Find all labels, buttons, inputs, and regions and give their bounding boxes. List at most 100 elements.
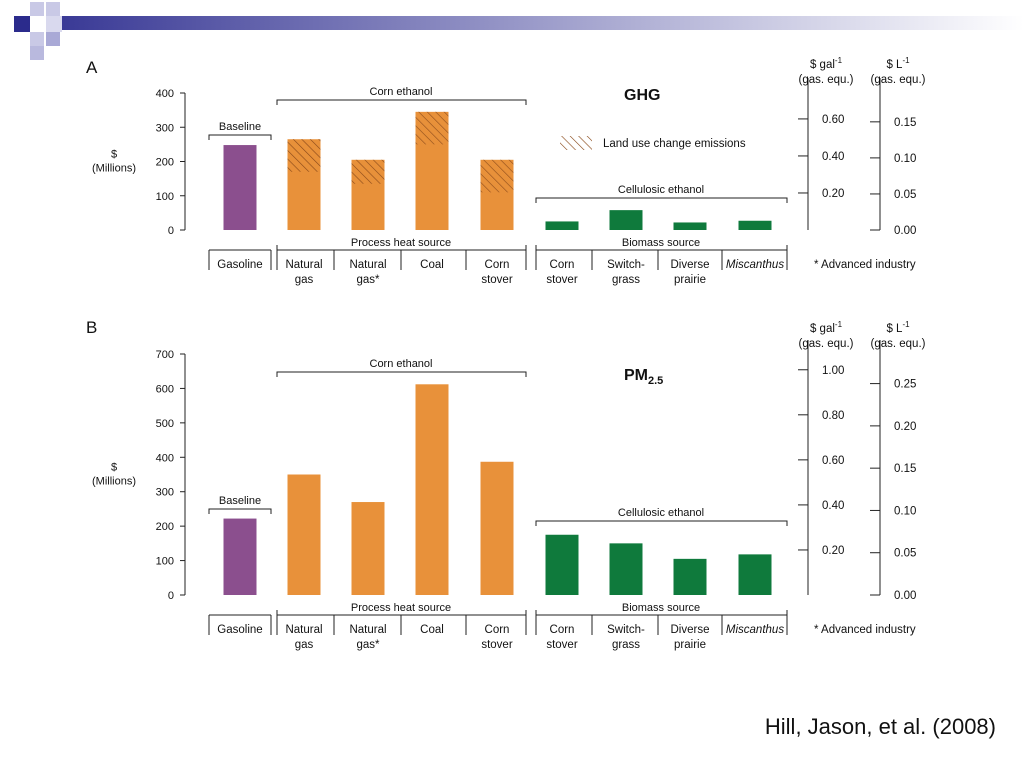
bar-4	[480, 461, 514, 595]
right-axis-tick-label-1: 0.05	[894, 548, 916, 560]
category-label-4: Corn	[485, 259, 510, 271]
bar-6	[609, 543, 643, 595]
corn-ethanol-bracket	[276, 371, 527, 377]
category-label-5: stover	[546, 639, 577, 651]
category-label-8: Miscanthus	[726, 259, 784, 271]
baseline-label: Baseline	[219, 121, 261, 133]
right-axis-tick-label-0: 0.40	[822, 500, 844, 512]
category-label-5: Corn	[550, 624, 575, 636]
right-axis-sublabel-1: (gas. equ.)	[871, 338, 926, 350]
category-label-7: Diverse	[671, 624, 710, 636]
panel-label-A: A	[86, 58, 98, 77]
y-tick-label: 400	[156, 452, 174, 464]
y-axis-label: (Millions)	[92, 476, 136, 488]
y-tick-label: 600	[156, 383, 174, 395]
bar-7	[673, 222, 707, 230]
land-use-segment-3	[415, 111, 449, 145]
category-label-6: grass	[612, 639, 640, 651]
slide-corner-decoration	[14, 2, 1024, 60]
category-label-2: Natural	[349, 259, 386, 271]
right-axis-tick-label-0: 0.20	[822, 545, 844, 557]
category-label-6: Switch-	[607, 259, 645, 271]
y-tick-label: 700	[156, 349, 174, 361]
bar-8	[738, 220, 772, 230]
footnote-advanced-industry: * Advanced industry	[814, 259, 916, 271]
cellulosic-ethanol-label: Cellulosic ethanol	[618, 184, 704, 196]
cellulosic-ethanol-label: Cellulosic ethanol	[618, 507, 704, 519]
corn-ethanol-label: Corn ethanol	[370, 358, 433, 370]
bar-5	[545, 534, 579, 595]
y-tick-label: 500	[156, 418, 174, 430]
footnote-advanced-industry: * Advanced industry	[814, 624, 916, 636]
baseline-bracket	[208, 134, 272, 140]
right-axis-tick-label-0: 1.00	[822, 365, 844, 377]
category-label-5: stover	[546, 274, 577, 286]
chart-pm25: B 0 100 200 300 400 500 600 700 $ (Millions) Baseli…	[86, 318, 926, 651]
legend-swatch-land-use	[560, 136, 592, 150]
land-use-segment-4	[480, 159, 514, 193]
bar-7	[673, 558, 707, 595]
category-label-5: Corn	[550, 259, 575, 271]
right-axis-label-0: $ gal-1	[810, 56, 843, 71]
cellulosic-ethanol-bracket	[535, 520, 788, 526]
land-use-segment-1	[287, 139, 321, 172]
category-label-2: gas*	[356, 639, 380, 651]
bar-3	[415, 384, 449, 595]
y-tick-label: 300	[156, 487, 174, 499]
panel-label-B: B	[86, 318, 97, 337]
right-axis-tick-label-0: 0.60	[822, 114, 844, 126]
y-tick-label: 200	[156, 521, 174, 533]
bar-6	[609, 210, 643, 230]
bar-0	[223, 145, 257, 230]
category-label-1: Natural	[285, 624, 322, 636]
land-use-segment-2	[351, 159, 385, 184]
category-label-0: Gasoline	[217, 624, 262, 636]
corn-ethanol-bracket	[276, 99, 527, 105]
process-heat-label: Process heat source	[351, 237, 451, 249]
category-label-1: gas	[295, 274, 314, 286]
y-axis-label: $	[111, 149, 117, 161]
right-axis-tick-label-1: 0.00	[894, 225, 916, 237]
right-axis-tick-label-0: 0.80	[822, 410, 844, 422]
y-tick-label: 100	[156, 556, 174, 568]
category-label-7: prairie	[674, 639, 706, 651]
biomass-label: Biomass source	[622, 237, 700, 249]
cellulosic-ethanol-bracket	[535, 197, 788, 203]
y-tick-label: 400	[156, 88, 174, 100]
bar-8	[738, 554, 772, 595]
y-tick-label: 0	[168, 590, 174, 602]
category-label-4: stover	[481, 274, 512, 286]
right-axis-tick-label-1: 0.05	[894, 189, 916, 201]
category-label-3: Coal	[420, 624, 444, 636]
right-axis-label-0: $ gal-1	[810, 320, 843, 335]
y-tick-label: 100	[156, 191, 174, 203]
y-tick-label: 0	[168, 225, 174, 237]
right-axis-tick-label-1: 0.00	[894, 590, 916, 602]
category-label-4: Corn	[485, 624, 510, 636]
y-tick-label: 300	[156, 122, 174, 134]
category-label-2: gas*	[356, 274, 380, 286]
bar-0	[223, 518, 257, 595]
biomass-bracket	[535, 610, 788, 616]
right-axis-sublabel-0: (gas. equ.)	[799, 74, 854, 86]
right-axis-tick-label-1: 0.20	[894, 421, 916, 433]
process-heat-label: Process heat source	[351, 602, 451, 614]
right-axis-sublabel-0: (gas. equ.)	[799, 338, 854, 350]
right-axis-tick-label-1: 0.10	[894, 505, 916, 517]
category-label-6: grass	[612, 274, 640, 286]
chart-title: GHG	[624, 87, 660, 104]
category-label-2: Natural	[349, 624, 386, 636]
category-label-1: gas	[295, 639, 314, 651]
right-axis-label-1: $ L-1	[886, 56, 910, 71]
right-axis-tick-label-0: 0.20	[822, 188, 844, 200]
y-tick-label: 200	[156, 157, 174, 169]
right-axis-sublabel-1: (gas. equ.)	[871, 74, 926, 86]
category-label-8: Miscanthus	[726, 624, 784, 636]
citation: Hill, Jason, et al. (2008)	[764, 714, 996, 739]
right-axis-tick-label-0: 0.60	[822, 455, 844, 467]
bar-5	[545, 221, 579, 230]
right-axis-tick-label-1: 0.15	[894, 463, 916, 475]
category-label-7: Diverse	[671, 259, 710, 271]
category-label-4: stover	[481, 639, 512, 651]
bar-1	[287, 474, 321, 595]
